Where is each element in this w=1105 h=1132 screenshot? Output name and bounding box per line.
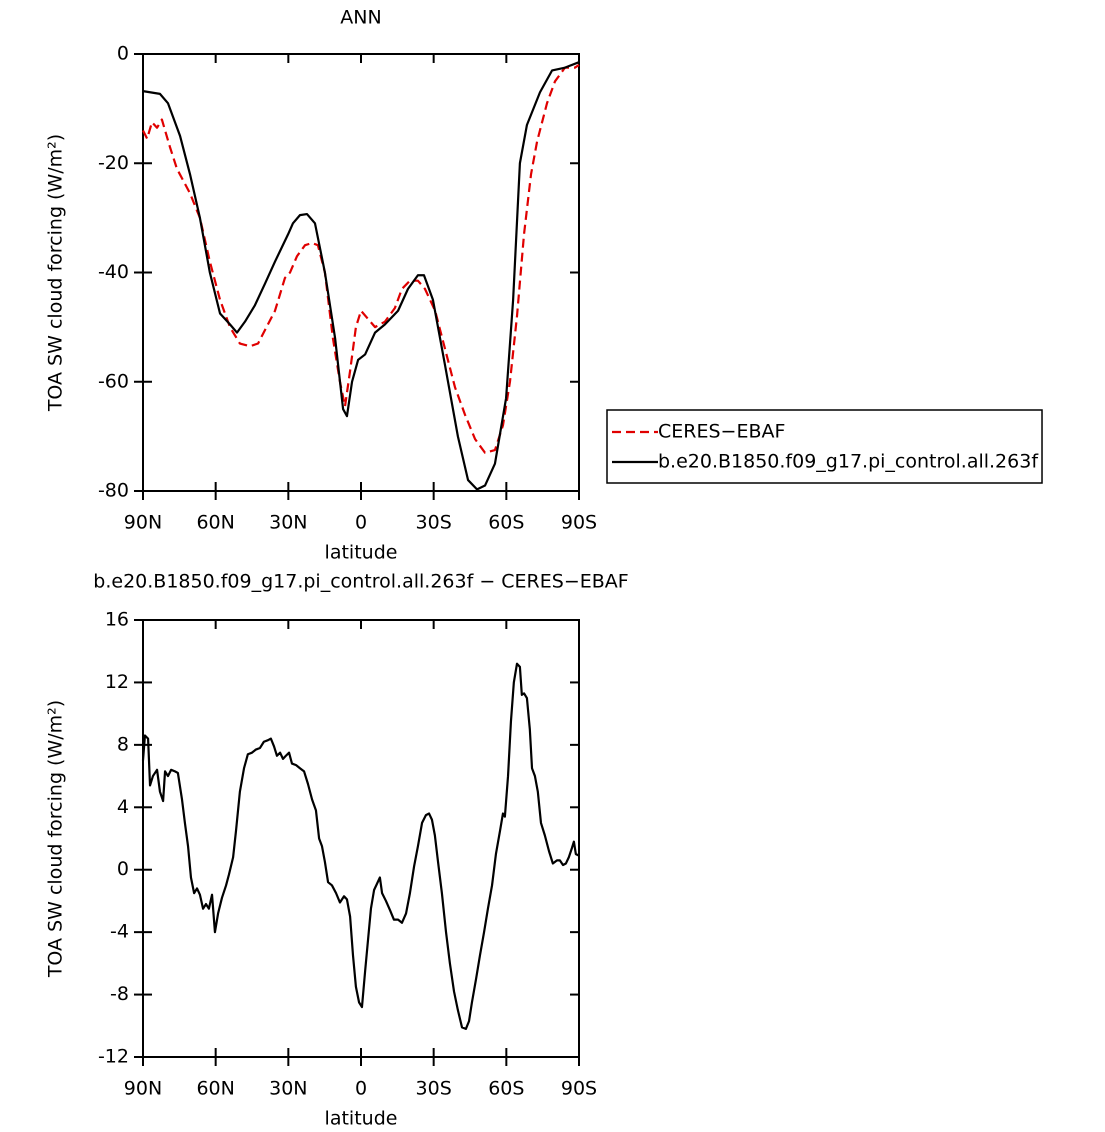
data-line [142, 61, 580, 491]
x-tick-label: 30N [269, 1078, 307, 1100]
data-line [142, 64, 580, 454]
x-tick-label: 90N [124, 1078, 162, 1100]
x-axis-label: latitude [325, 1108, 398, 1130]
x-tick-label: 60S [488, 512, 524, 534]
x-tick-label: 30N [269, 512, 307, 534]
x-tick-label: 30S [416, 1078, 452, 1100]
x-axis-label: latitude [325, 542, 398, 564]
x-tick-label: 0 [355, 512, 367, 534]
x-tick-label: 0 [355, 1078, 367, 1100]
y-tick-label: 4 [117, 796, 129, 818]
y-tick-label: -20 [98, 152, 129, 174]
legend: CERES−EBAF b.e20.B1850.f09_g17.pi_control… [606, 409, 1043, 484]
x-tick-label: 30S [416, 512, 452, 534]
x-tick-label: 60N [196, 1078, 234, 1100]
y-tick-label: -12 [98, 1046, 129, 1068]
y-tick-label: 16 [105, 609, 129, 631]
x-tick-label: 60S [488, 1078, 524, 1100]
chart-title: ANN [340, 7, 381, 29]
y-tick-label: -80 [98, 480, 129, 502]
y-axis-label: TOA SW cloud forcing (W/m²) [45, 700, 67, 978]
legend-frame [606, 409, 1043, 484]
y-tick-label: -40 [98, 261, 129, 283]
y-tick-label: 0 [117, 858, 129, 880]
data-line [141, 662, 580, 1031]
y-tick-label: -4 [110, 921, 129, 943]
legend-label: CERES−EBAF [658, 421, 785, 443]
x-tick-label: 90S [561, 512, 597, 534]
y-tick-label: 8 [117, 733, 129, 755]
y-tick-label: -60 [98, 370, 129, 392]
y-tick-label: 12 [105, 671, 129, 693]
legend-label: b.e20.B1850.f09_g17.pi_control.all.263f [658, 451, 1039, 473]
y-axis-label: TOA SW cloud forcing (W/m²) [45, 134, 67, 412]
x-tick-label: 60N [196, 512, 234, 534]
y-tick-label: -8 [110, 983, 129, 1005]
y-tick-label: 0 [117, 43, 129, 65]
x-tick-label: 90N [124, 512, 162, 534]
x-tick-label: 90S [561, 1078, 597, 1100]
chart-title: b.e20.B1850.f09_g17.pi_control.all.263f … [93, 571, 628, 593]
